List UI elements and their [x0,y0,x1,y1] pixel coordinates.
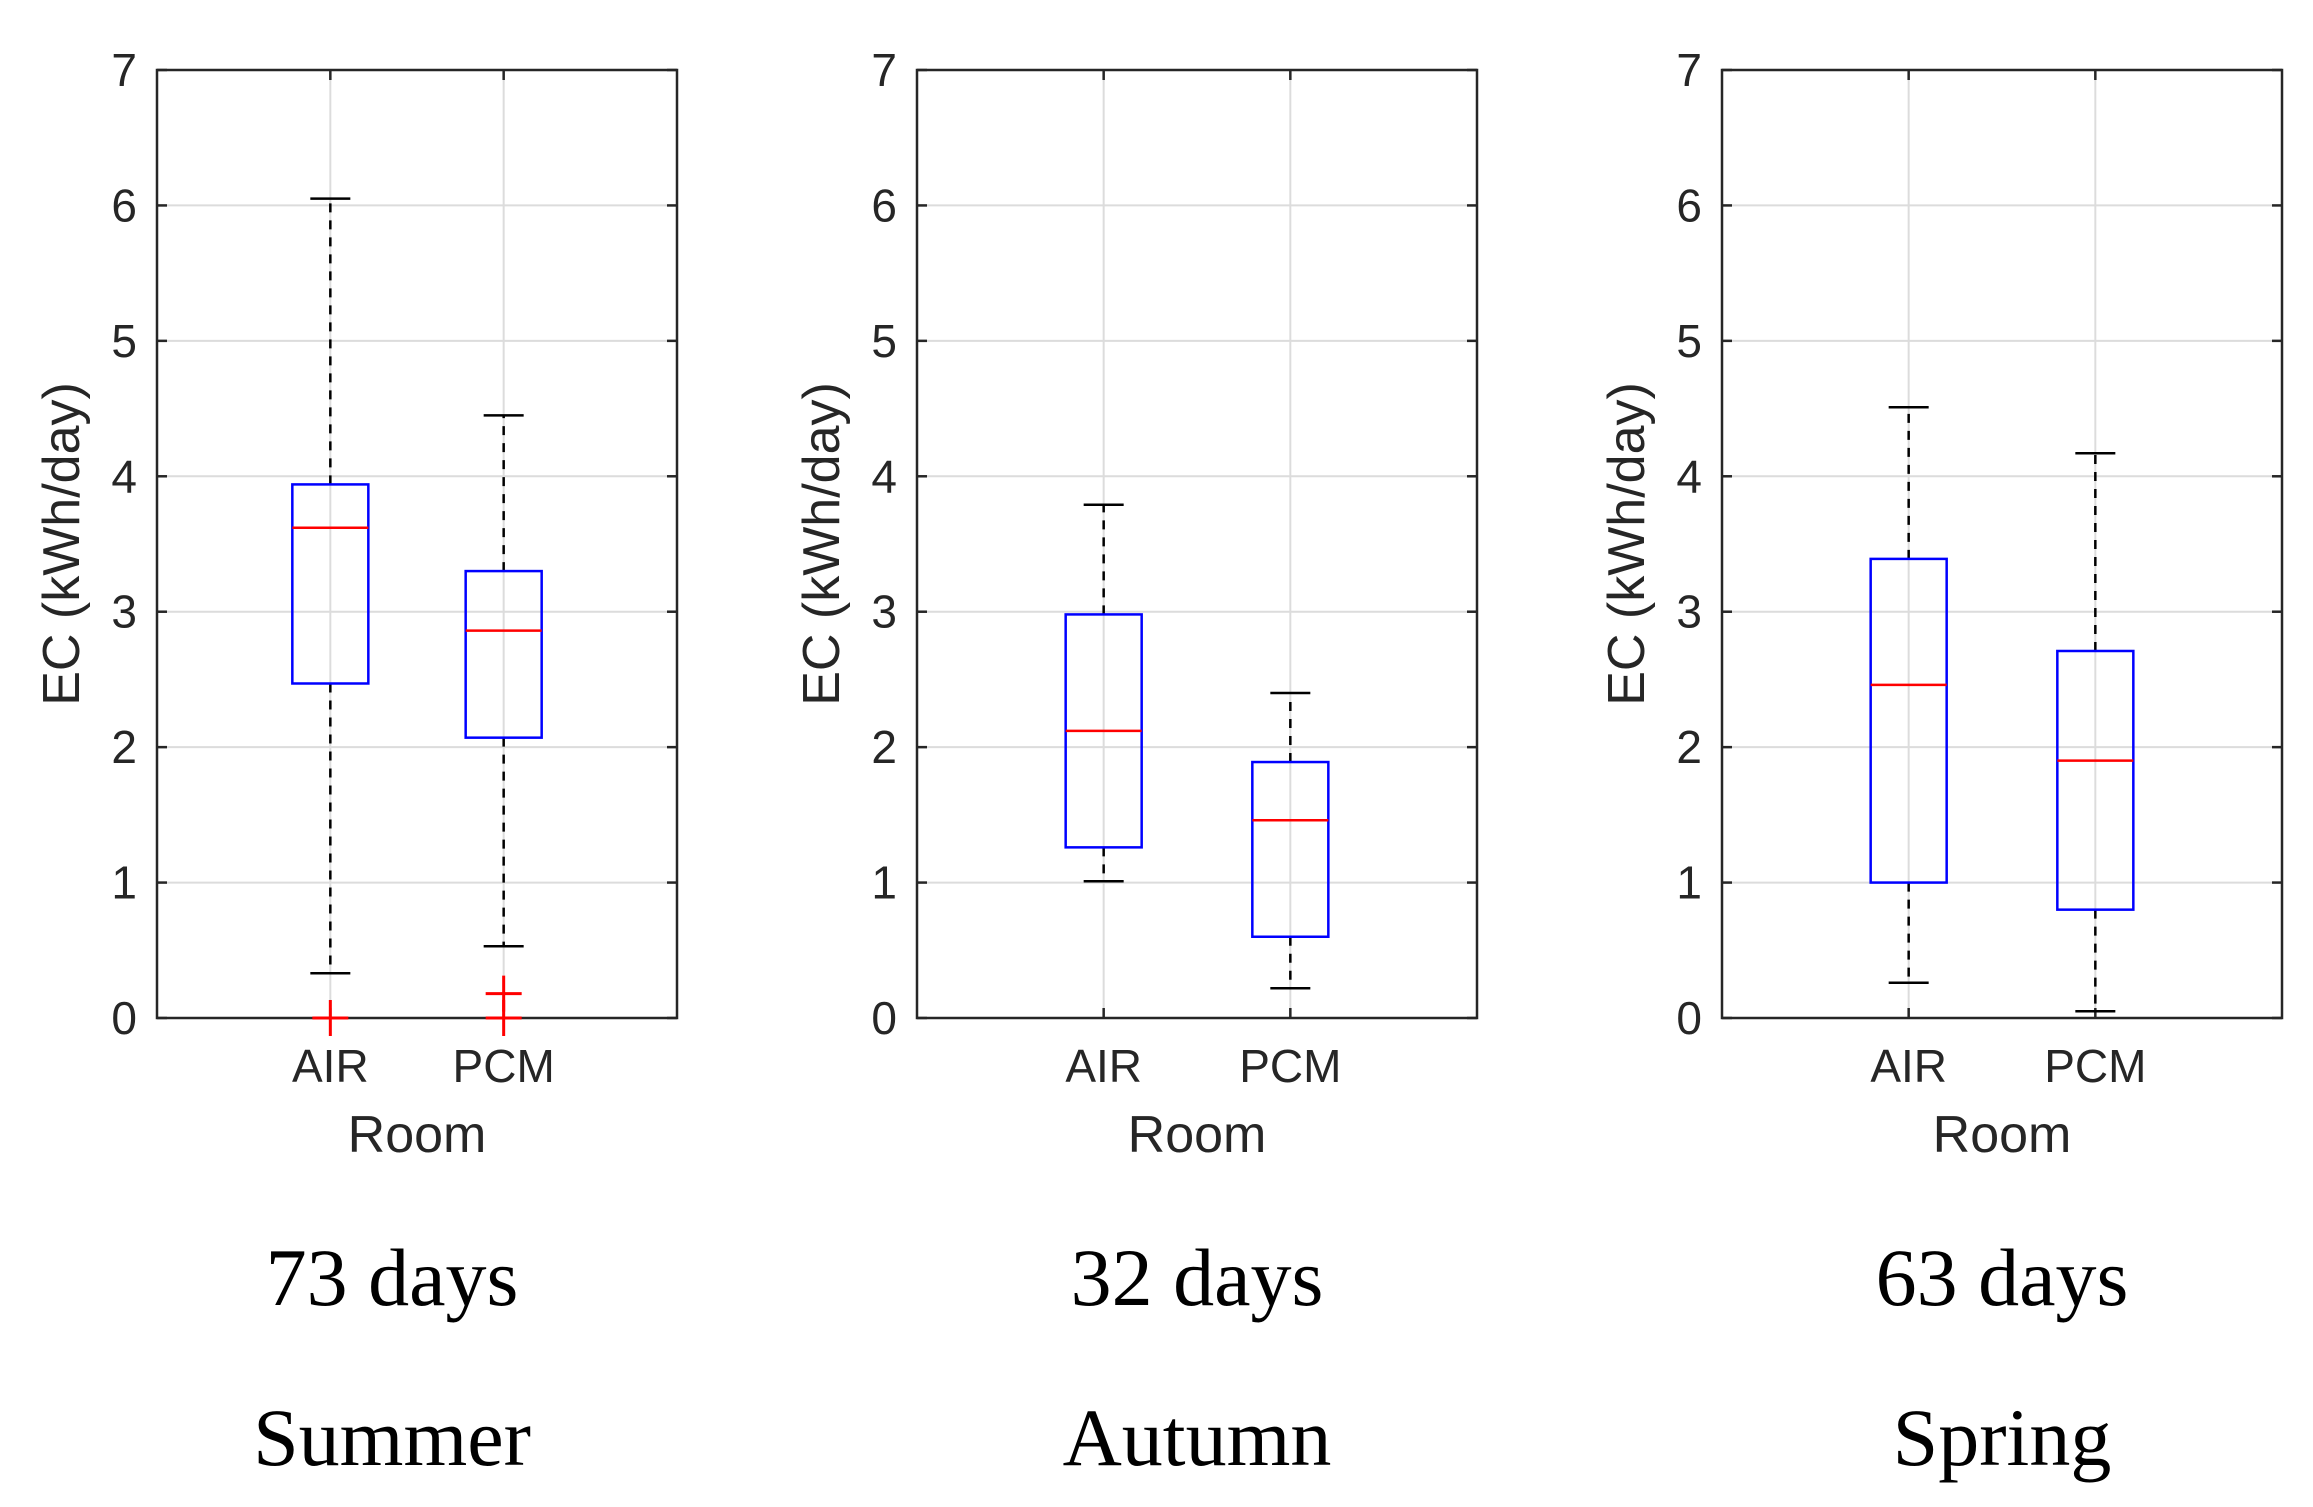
y-axis-label: EC (kWh/day) [793,382,851,706]
plot-area-frame [915,68,1479,1020]
y-tick-label: 1 [1676,857,1702,909]
y-tick-label: 7 [1676,44,1702,96]
chart-panel-2: 0 1 2 3 4 5 6 7 AIR PCM Room EC (kWh/day) 32 days Aut… [793,44,1479,1483]
y-tick-label: 4 [111,450,137,502]
outlier-marker [312,1000,349,1036]
interquartile-box [1251,760,1330,938]
y-tick-label: 0 [111,992,137,1044]
interquartile-box [1869,557,1948,884]
chart-panel-1: 0 1 2 3 4 5 6 7 AIR PCM Room EC (kWh/day) 73 days Sum… [33,44,679,1483]
plot-area-frame [155,68,679,1020]
x-tick-label: AIR [1065,1040,1142,1092]
y-tick-label: 6 [871,179,897,231]
caption-season: Spring [1893,1392,2112,1483]
y-tick-label: 1 [111,857,137,909]
caption-days: 32 days [1071,1232,1324,1323]
y-tick-label: 2 [111,721,137,773]
y-tick-label: 5 [871,315,897,367]
x-tick-label: PCM [1239,1040,1341,1092]
y-axis-label: EC (kWh/day) [1598,382,1656,706]
y-tick-label: 7 [111,44,137,96]
box-air [291,197,370,1036]
x-tick-label: PCM [453,1040,555,1092]
y-tick-label: 4 [871,450,897,502]
box-air [1869,405,1948,985]
y-axis-label: EC (kWh/day) [33,382,91,706]
x-axis-label: Room [1933,1106,2072,1164]
x-axis-label: Room [348,1106,487,1164]
y-tick-label: 4 [1676,450,1702,502]
x-tick-label: PCM [2044,1040,2146,1092]
interquartile-box [291,483,370,685]
y-tick-label: 6 [111,179,137,231]
y-tick-label: 7 [871,44,897,96]
caption-days: 73 days [266,1232,519,1323]
y-tick-label: 3 [1676,586,1702,638]
y-tick-label: 0 [1676,992,1702,1044]
box-pcm [2056,452,2135,1013]
y-tick-label: 0 [871,992,897,1044]
box-air [1064,503,1143,883]
box-pcm [464,414,543,1036]
interquartile-box [2056,649,2135,911]
y-tick-label: 6 [1676,179,1702,231]
y-tick-label: 1 [871,857,897,909]
interquartile-box [464,569,543,739]
x-tick-label: AIR [1870,1040,1947,1092]
y-tick-label: 3 [111,586,137,638]
chart-panel-3: 0 1 2 3 4 5 6 7 AIR PCM Room EC (kWh/day) 63 days Spr… [1598,44,2284,1483]
y-tick-label: 5 [1676,315,1702,367]
y-tick-label: 5 [111,315,137,367]
plot-area-frame [1720,68,2284,1020]
y-tick-label: 2 [1676,721,1702,773]
caption-season: Autumn [1063,1392,1332,1483]
caption-days: 63 days [1876,1232,2129,1323]
y-tick-label: 3 [871,586,897,638]
caption-season: Summer [253,1392,531,1483]
box-pcm [1251,691,1330,990]
x-axis-label: Room [1128,1106,1267,1164]
x-tick-label: AIR [292,1040,369,1092]
outlier-marker [485,975,522,1012]
y-tick-label: 2 [871,721,897,773]
